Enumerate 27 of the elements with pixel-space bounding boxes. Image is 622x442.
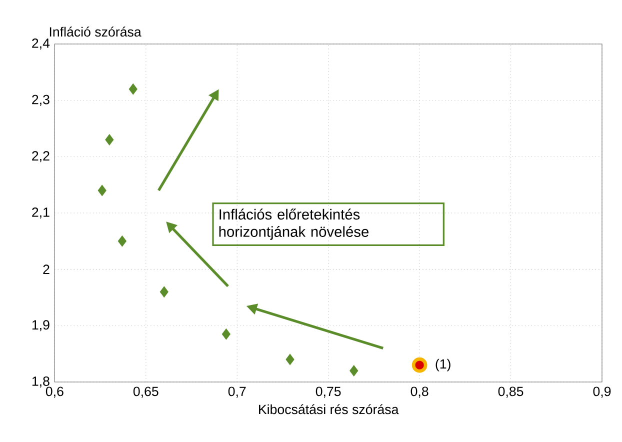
y-tick-label: 2,2 <box>32 151 50 162</box>
annotation: Inflációs előretekintés horizontjának növelése <box>219 208 368 240</box>
x-axis-title: Kibocsátási rés szórása <box>259 404 399 414</box>
x-tick-label: 0,85 <box>498 386 524 398</box>
x-tick-label: 0,8 <box>410 386 428 398</box>
y-tick-label: 2,3 <box>32 94 50 106</box>
point <box>128 83 138 95</box>
point <box>160 286 168 298</box>
point <box>222 328 230 340</box>
y-axis-title: Infláció szórása <box>50 26 142 37</box>
y-tick-label: 2,4 <box>32 38 50 50</box>
annotation: (1) <box>436 358 450 372</box>
y-tick-label: 1,8 <box>32 376 50 388</box>
x-tick-label: 0,6 <box>46 386 64 398</box>
point <box>286 354 294 366</box>
y-tick-label: 2 <box>43 264 50 274</box>
point <box>412 357 428 373</box>
x-tick-label: 0,9 <box>593 386 611 398</box>
x-tick-label: 0,65 <box>133 386 158 398</box>
y-tick-label: 2,1 <box>32 207 50 219</box>
point <box>98 184 106 196</box>
y-tick-label: 1,9 <box>32 320 50 332</box>
point <box>350 365 358 376</box>
x-tick-label: 0,7 <box>228 386 246 398</box>
point <box>105 134 114 146</box>
x-tick-label: 0,75 <box>316 386 341 398</box>
point <box>118 236 126 247</box>
